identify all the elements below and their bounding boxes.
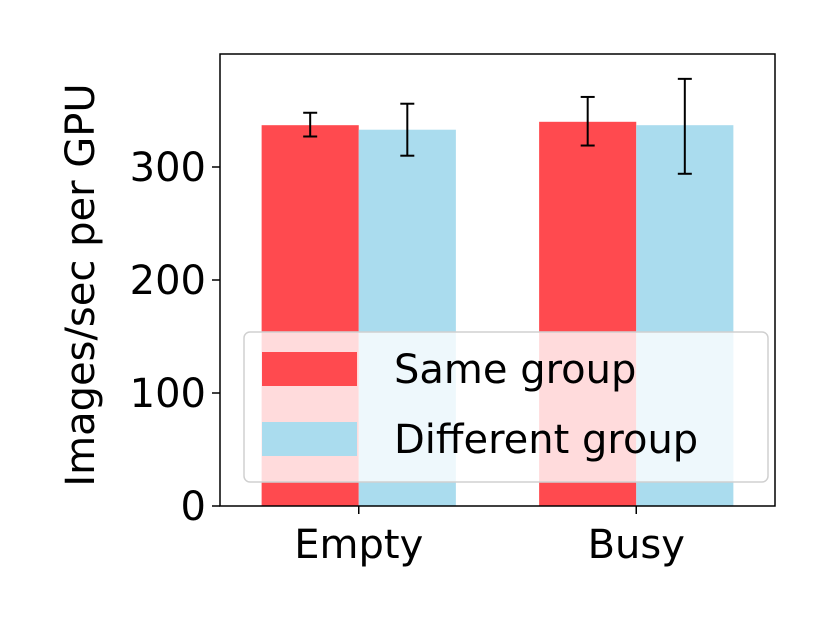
legend-swatch [262,422,357,456]
y-tick-label: 0 [181,484,206,530]
legend-box [243,331,769,483]
errorbars-layer [303,77,692,175]
y-axis: 0 100 200 300 [130,145,220,530]
legend-label: Same group [394,347,636,393]
x-tick-label-busy: Busy [588,522,685,568]
x-tick-label-empty: Empty [294,522,423,568]
legend-label: Different group [394,417,698,463]
y-axis-label: Images/sec per GPU [58,83,104,486]
legend-swatch [262,352,357,386]
y-tick-label: 200 [130,258,206,304]
x-axis: Empty Busy [294,506,685,568]
y-tick-label: 300 [130,145,206,191]
legend: Same group Different group [243,331,769,483]
y-tick-label: 100 [130,371,206,417]
